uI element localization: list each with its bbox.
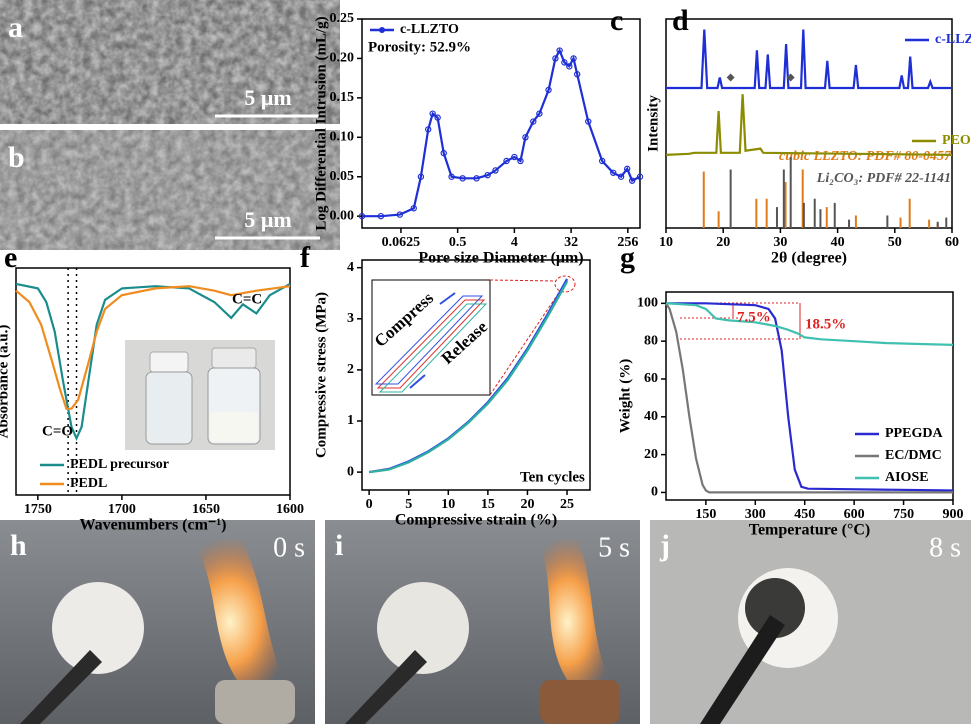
legend-label: PEDL precursor: [70, 457, 169, 472]
photo: [325, 520, 640, 724]
series-line: [666, 30, 952, 89]
panel-label: g: [620, 241, 635, 274]
x-tick-label: 25: [560, 497, 574, 512]
legend-label: EC/DMC: [885, 448, 942, 463]
panel-label: i: [335, 529, 343, 562]
y-tick-label: 0.10: [330, 130, 355, 145]
x-tick-label: 1650: [192, 502, 220, 517]
y-tick-label: 0.25: [330, 11, 355, 26]
x-tick-label: 0: [366, 497, 373, 512]
annotation: 7.5%: [737, 309, 771, 325]
y-tick-label: 40: [644, 409, 658, 424]
x-tick-label: 1600: [276, 502, 304, 517]
series-line: [369, 279, 567, 472]
x-tick-label: 1750: [24, 502, 52, 517]
annotation: C=C: [232, 291, 262, 307]
time-label: 0 s: [273, 532, 305, 563]
vial-photo: [125, 340, 275, 450]
legend-label: AIOSE: [885, 470, 929, 485]
x-axis-label: 2θ (degree): [771, 250, 847, 267]
series-line: [369, 280, 567, 472]
plot-frame: [666, 19, 952, 228]
x-tick-label: 5: [405, 497, 412, 512]
scale-label: 5 μm: [244, 207, 291, 232]
x-tick-label: 20: [716, 235, 730, 250]
x-tick-label: 15: [481, 497, 495, 512]
y-axis-label: Weight (%): [617, 359, 633, 434]
reference-label: cubic LLZTO: PDF# 80-0457: [779, 149, 952, 164]
legend-label: PEO: [942, 133, 971, 148]
x-tick-label: 10: [659, 235, 673, 250]
annotation: C=O: [42, 423, 73, 439]
legend-label: c-LLZTO: [935, 32, 971, 47]
y-tick-label: 0.20: [330, 51, 355, 66]
figure: a 5 μm b 5 μm h 0 s i 5 s j 8 s: [0, 0, 971, 724]
y-tick-label: 80: [644, 333, 658, 348]
x-tick-label: 0.0625: [382, 235, 421, 250]
y-tick-label: 0: [651, 485, 658, 500]
x-tick-label: 60: [945, 235, 959, 250]
x-tick-label: 0.5: [449, 235, 467, 250]
panel-label: j: [659, 529, 670, 562]
x-axis-label: Wavenumbers (cm⁻¹): [80, 517, 227, 534]
x-tick-label: 1700: [108, 502, 136, 517]
x-tick-label: 450: [794, 507, 815, 522]
y-tick-label: 0.00: [330, 208, 355, 223]
y-tick-label: 0: [347, 464, 354, 479]
photo: [0, 520, 315, 724]
y-axis-label: Log Differential Intrusion (mL/g): [313, 16, 329, 230]
reference-label: Li₂CO₃: PDF# 22-1141: [816, 171, 951, 186]
x-tick-label: 900: [943, 507, 964, 522]
impurity-marker: [727, 74, 735, 82]
y-axis-label: Absorbance (a.u.): [0, 325, 11, 439]
panel-label: a: [8, 11, 23, 44]
annotation: Porosity: 52.9%: [368, 39, 471, 55]
panel-label: h: [10, 529, 27, 562]
y-tick-label: 4: [347, 260, 354, 275]
time-label: 8 s: [929, 532, 961, 563]
x-tick-label: 30: [773, 235, 787, 250]
y-tick-label: 3: [347, 311, 354, 326]
panel-label: d: [672, 4, 689, 37]
annotation: Compress: [371, 288, 438, 351]
y-tick-label: 20: [644, 447, 658, 462]
x-axis-label: Temperature (°C): [749, 522, 870, 539]
x-tick-label: 40: [831, 235, 845, 250]
legend-marker: [379, 27, 385, 33]
x-tick-label: 10: [441, 497, 455, 512]
panel-label: f: [300, 241, 311, 274]
x-tick-label: 20: [520, 497, 534, 512]
x-tick-label: 300: [745, 507, 766, 522]
x-tick-label: 750: [893, 507, 914, 522]
y-tick-label: 0.15: [330, 90, 355, 105]
annotation: 18.5%: [805, 316, 846, 332]
y-tick-label: 60: [644, 371, 658, 386]
time-label: 5 s: [598, 532, 630, 563]
x-tick-label: 50: [888, 235, 902, 250]
y-axis-label: Compressive stress (MPa): [313, 292, 329, 458]
x-tick-label: 4: [511, 235, 518, 250]
y-tick-label: 1: [347, 413, 354, 428]
x-tick-label: 32: [564, 235, 578, 250]
panel-label: b: [8, 141, 25, 174]
y-tick-label: 0.05: [330, 169, 355, 184]
y-tick-label: 2: [347, 362, 354, 377]
x-axis-label: Compressive strain (%): [395, 512, 557, 529]
legend-label: c-LLZTO: [400, 22, 459, 37]
series-line: [362, 51, 640, 217]
panel-label: e: [4, 241, 17, 274]
x-tick-label: 150: [695, 507, 716, 522]
x-axis-label: Pore size Diameter (μm): [418, 250, 583, 267]
y-axis-label: Intensity: [645, 95, 661, 152]
legend-label: PEDL: [70, 476, 107, 491]
annotation: Ten cycles: [520, 469, 585, 485]
series-line: [666, 94, 952, 155]
annotation: Release: [438, 317, 492, 368]
photo: [650, 520, 971, 724]
panel-label: c: [610, 4, 623, 37]
scale-label: 5 μm: [244, 85, 291, 110]
legend-label: PPEGDA: [885, 426, 943, 441]
x-tick-label: 600: [844, 507, 865, 522]
y-tick-label: 100: [637, 296, 658, 311]
